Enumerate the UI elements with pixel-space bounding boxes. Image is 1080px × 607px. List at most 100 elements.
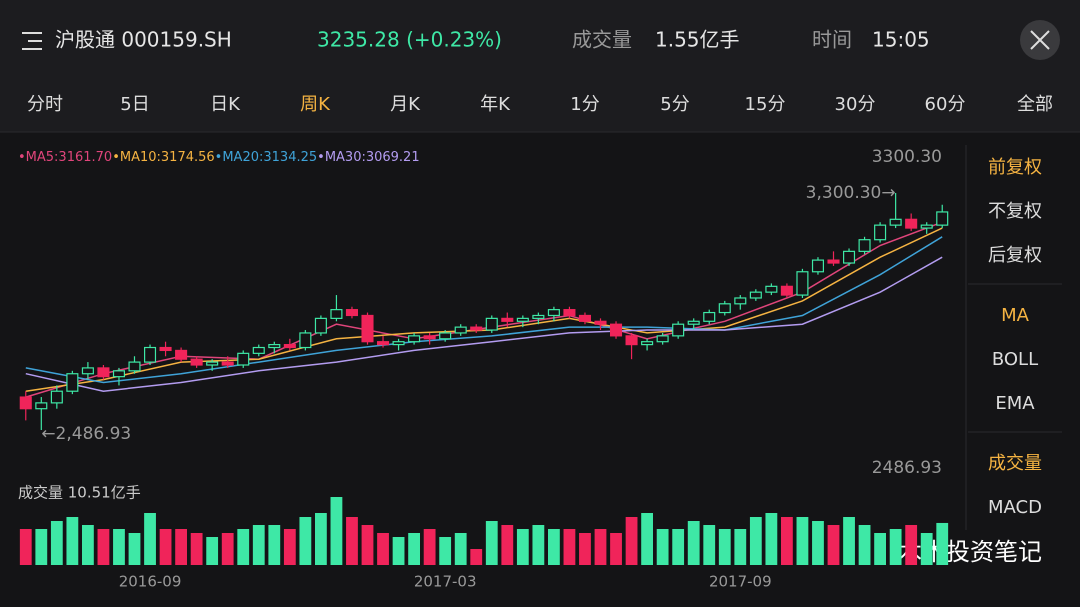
legend-item: MA30:3069.21 xyxy=(325,150,420,165)
volume-bar xyxy=(128,533,141,565)
side-option[interactable]: MA xyxy=(1001,305,1030,326)
tab[interactable]: 周K xyxy=(300,94,331,115)
volume-bar xyxy=(889,529,902,565)
volume-bar xyxy=(330,497,343,565)
candle-body xyxy=(920,224,933,229)
candle-body xyxy=(237,352,250,366)
candle-body xyxy=(97,367,110,378)
volume-bar xyxy=(936,522,949,565)
candle-body xyxy=(423,335,436,340)
side-option[interactable]: 前复权 xyxy=(988,157,1042,178)
candle-body xyxy=(66,373,79,392)
volume-bar xyxy=(516,529,529,565)
volume-bar xyxy=(672,529,685,565)
x-tick-label: 2017-03 xyxy=(414,573,477,591)
volume-bar xyxy=(765,513,778,565)
volume-bar xyxy=(113,529,125,565)
tab[interactable]: 分时 xyxy=(27,94,63,115)
candle-body xyxy=(314,317,327,334)
volume-bar xyxy=(749,517,762,565)
tab[interactable]: 15分 xyxy=(745,94,786,115)
volume-bar xyxy=(843,517,855,565)
volume-bar xyxy=(408,533,421,565)
volume-title: 成交量 10.51亿手 xyxy=(18,484,141,502)
volume-bar xyxy=(314,513,327,565)
side-option[interactable]: 后复权 xyxy=(988,245,1042,266)
candle-body xyxy=(780,285,793,296)
volume-bar xyxy=(392,537,405,565)
min-annotation: ←2,486.93 xyxy=(41,424,131,444)
volume-bar xyxy=(563,529,576,565)
candle-body xyxy=(112,370,126,378)
candle-body xyxy=(221,361,234,366)
tab[interactable]: 日K xyxy=(210,94,241,115)
tab[interactable]: 5分 xyxy=(660,94,689,115)
candle-body xyxy=(485,317,498,331)
candle-body xyxy=(718,303,731,314)
y-tick-label: 2486.93 xyxy=(872,458,942,478)
volume-bar xyxy=(361,525,374,565)
volume-bar xyxy=(66,517,79,565)
candle-body xyxy=(532,314,545,319)
candle-body xyxy=(765,285,778,293)
x-tick-label: 2016-09 xyxy=(119,573,182,591)
side-option[interactable]: 不复权 xyxy=(988,201,1042,222)
candle-body xyxy=(392,341,405,346)
candle-body xyxy=(749,291,762,299)
candle-body xyxy=(35,402,48,410)
tab[interactable]: 60分 xyxy=(925,94,966,115)
tab[interactable]: 1分 xyxy=(570,94,599,115)
tab[interactable]: 5日 xyxy=(120,94,149,115)
candle-body xyxy=(439,332,452,340)
candle-body xyxy=(796,271,809,296)
volume-bar xyxy=(547,529,560,565)
candle-body xyxy=(811,259,825,273)
volume-bar xyxy=(206,537,219,565)
candle-body xyxy=(330,309,343,319)
candle-body xyxy=(874,224,887,241)
volume-label: 成交量 xyxy=(572,28,632,52)
side-option[interactable]: MACD xyxy=(988,497,1042,518)
time-value: 15:05 xyxy=(872,28,930,52)
candle-body xyxy=(143,346,157,363)
tab[interactable]: 月K xyxy=(390,94,421,115)
candle-body xyxy=(376,341,390,346)
candle-body xyxy=(190,358,203,366)
time-label: 时间 xyxy=(812,28,852,52)
candle-body xyxy=(470,326,483,331)
candle-body xyxy=(905,218,918,229)
volume-bar xyxy=(874,533,887,565)
candle-body xyxy=(672,323,685,337)
volume-bar xyxy=(532,525,545,565)
side-option[interactable]: EMA xyxy=(995,393,1035,414)
volume-bar xyxy=(470,549,483,565)
max-annotation: 3,300.30→ xyxy=(806,183,896,203)
tab[interactable]: 30分 xyxy=(835,94,876,115)
volume-bar xyxy=(299,517,312,565)
candle-body xyxy=(858,239,871,252)
price: 3235.28 (+0.23%) xyxy=(317,28,502,52)
volume-bar xyxy=(35,529,48,565)
side-option[interactable]: BOLL xyxy=(992,349,1038,370)
tab[interactable]: 全部 xyxy=(1017,94,1053,115)
volume-value: 1.55亿手 xyxy=(655,28,740,52)
candle-body xyxy=(454,326,467,334)
candle-body xyxy=(578,314,592,322)
volume-bar xyxy=(703,525,716,565)
candle-body xyxy=(361,314,374,343)
close-button[interactable] xyxy=(1020,20,1060,60)
candle-body xyxy=(175,349,188,360)
candle-body xyxy=(159,346,172,352)
menu-icon[interactable] xyxy=(22,32,42,50)
volume-bar xyxy=(594,529,607,565)
volume-bar xyxy=(610,533,622,565)
volume-bar xyxy=(19,529,32,565)
volume-bar xyxy=(687,521,700,565)
legend-item: MA20:3134.25 xyxy=(222,150,317,165)
legend-item: MA5:3161.70 xyxy=(26,150,113,165)
tab[interactable]: 年K xyxy=(480,94,511,115)
volume-bar xyxy=(501,525,514,565)
side-option[interactable]: 成交量 xyxy=(988,453,1042,474)
